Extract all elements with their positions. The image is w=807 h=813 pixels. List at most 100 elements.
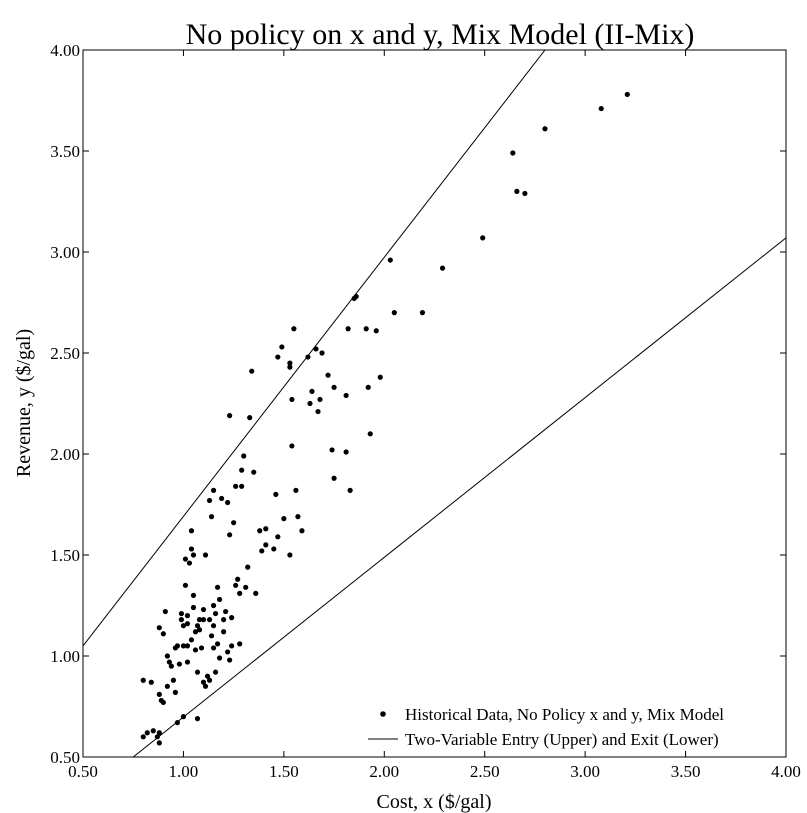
data-point — [150, 728, 156, 734]
data-point — [156, 740, 162, 746]
data-point — [353, 293, 359, 300]
data-point — [210, 487, 217, 493]
data-point — [188, 546, 195, 552]
data-point — [419, 310, 426, 316]
x-tick-label: 3.50 — [671, 762, 701, 781]
data-point — [221, 617, 227, 623]
plot-content — [83, 50, 786, 757]
data-point — [225, 499, 231, 506]
y-tick-label: 2.50 — [50, 344, 80, 363]
y-tick-label: 2.00 — [50, 445, 80, 464]
data-point — [180, 714, 187, 720]
y-tick-label: 1.00 — [50, 647, 80, 666]
y-tick-label: 3.50 — [50, 142, 80, 161]
data-point — [184, 643, 191, 649]
data-point — [194, 669, 201, 675]
data-point — [198, 645, 205, 651]
x-tick-label: 3.00 — [570, 762, 600, 781]
data-point — [184, 613, 191, 619]
data-point — [259, 548, 265, 554]
data-point — [200, 617, 207, 623]
data-point — [343, 449, 349, 455]
data-point — [235, 576, 241, 582]
data-point — [343, 392, 349, 399]
data-point — [190, 592, 197, 599]
data-point — [164, 683, 170, 689]
data-point — [263, 526, 269, 532]
data-point — [144, 730, 150, 736]
data-point — [305, 354, 311, 360]
data-point — [279, 344, 285, 350]
data-point — [281, 516, 287, 522]
boundary-lines — [83, 50, 786, 757]
data-point — [200, 606, 207, 613]
x-tick-label: 4.00 — [771, 762, 801, 781]
legend: Historical Data, No Policy x and y, Mix … — [368, 705, 724, 749]
data-point — [367, 431, 373, 437]
data-point — [363, 326, 369, 332]
data-point — [180, 623, 187, 629]
data-point — [156, 625, 162, 631]
x-tick-label: 2.00 — [369, 762, 399, 781]
data-point — [307, 400, 313, 407]
data-point — [190, 552, 197, 558]
data-point — [140, 677, 146, 683]
data-point — [194, 623, 201, 629]
data-point — [289, 443, 295, 449]
data-point — [190, 604, 197, 611]
data-point — [325, 372, 331, 378]
data-point — [208, 514, 215, 520]
data-point — [598, 105, 604, 112]
data-point — [287, 552, 293, 558]
data-point — [347, 487, 353, 493]
data-point — [273, 491, 279, 497]
data-point — [216, 655, 223, 661]
data-point — [237, 590, 243, 596]
data-point — [329, 447, 335, 453]
legend-marker-points — [380, 711, 386, 717]
data-point — [212, 610, 219, 617]
data-point — [289, 396, 295, 403]
data-point — [216, 596, 223, 603]
data-point — [271, 546, 277, 552]
y-tick-label: 3.00 — [50, 243, 80, 262]
data-point — [293, 487, 299, 493]
data-point — [204, 673, 211, 679]
data-point — [194, 716, 201, 722]
data-point — [184, 659, 191, 665]
data-point — [331, 384, 337, 390]
data-point — [140, 734, 146, 740]
data-point — [299, 528, 305, 534]
data-point — [225, 649, 231, 655]
data-point — [178, 610, 185, 617]
data-point — [247, 415, 253, 421]
data-point — [253, 590, 259, 596]
data-point — [480, 235, 486, 241]
data-point — [192, 629, 199, 635]
data-point — [200, 679, 207, 685]
data-point — [164, 653, 170, 659]
data-point — [233, 582, 239, 588]
data-point — [196, 617, 203, 623]
data-point — [510, 150, 516, 156]
data-point — [439, 265, 446, 271]
x-tick-label: 1.50 — [269, 762, 299, 781]
data-point — [287, 364, 293, 370]
data-point — [275, 534, 281, 540]
data-point — [391, 310, 397, 316]
data-point — [172, 689, 178, 695]
data-point — [160, 631, 166, 637]
data-point — [287, 360, 293, 366]
boundary-line — [132, 237, 786, 757]
data-point — [263, 542, 269, 548]
axis-ticks: 0.50 1.00 1.50 2.00 2.50 3.00 3.50 4.00 0.50 1.00… — [50, 41, 801, 781]
data-point — [156, 730, 162, 736]
data-point — [624, 91, 630, 98]
data-point — [309, 388, 315, 394]
data-point — [162, 608, 168, 615]
data-point — [188, 637, 195, 643]
data-point — [202, 552, 209, 558]
data-point — [231, 520, 237, 526]
data-point — [174, 720, 181, 726]
